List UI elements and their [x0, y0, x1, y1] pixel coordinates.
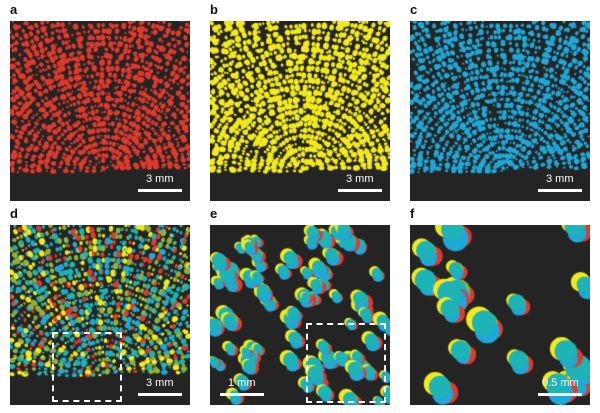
panel-a-scale-label: 3 mm: [146, 173, 174, 185]
panel-label-a: a: [10, 2, 18, 17]
panel-e-dots: [210, 225, 390, 405]
panel-d-scale-label: 3 mm: [146, 377, 174, 389]
panel-f-scale-label: 0.5 mm: [542, 377, 579, 389]
panel-a-dots: [10, 21, 190, 201]
panel-c-image: 3 mm: [410, 21, 590, 201]
panel-b-scale-line: [338, 189, 382, 192]
panel-e-zoom-region: [306, 323, 386, 403]
panel-b-dots: [210, 21, 390, 201]
panel-b-image: 3 mm: [210, 21, 390, 201]
panel-f-image: 0.5 mm: [410, 225, 590, 405]
panel-a-image: 3 mm: [10, 21, 190, 201]
panel-label-f: f: [410, 206, 415, 221]
panel-e-scale-label: 1 mm: [228, 377, 256, 389]
panel-c-scale-line: [538, 189, 582, 192]
panel-label-e: e: [210, 206, 218, 221]
panel-label-b: b: [210, 2, 218, 17]
panel-label-d: d: [10, 206, 18, 221]
panel-f-scale-line: [538, 393, 582, 396]
panel-label-c: c: [410, 2, 418, 17]
panel-c-scale-label: 3 mm: [546, 173, 574, 185]
panel-d-scale-line: [138, 393, 182, 396]
panel-d-zoom-region: [52, 332, 122, 402]
panel-d-dots: [10, 225, 190, 405]
panel-e-scale-line: [220, 393, 264, 396]
panel-b-scale-label: 3 mm: [346, 173, 374, 185]
panel-c-dots: [410, 21, 590, 201]
panel-d-image: 3 mm: [10, 225, 190, 405]
panel-a-scale-line: [138, 189, 182, 192]
panel-e-image: 1 mm: [210, 225, 390, 405]
panel-f-dots: [410, 225, 590, 405]
